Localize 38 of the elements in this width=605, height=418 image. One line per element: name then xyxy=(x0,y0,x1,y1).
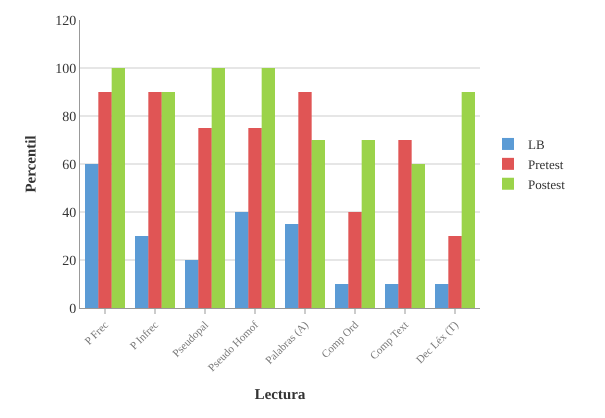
legend-label: LB xyxy=(528,137,545,152)
bar xyxy=(298,92,312,308)
bar xyxy=(335,284,348,308)
bar xyxy=(235,212,248,308)
bar xyxy=(462,92,475,308)
bar xyxy=(448,236,462,308)
bar xyxy=(248,128,262,308)
bar xyxy=(135,236,148,308)
x-tick-label: P Frec xyxy=(82,319,112,348)
y-axis-title: Percentil xyxy=(23,135,40,193)
bar xyxy=(198,128,212,308)
legend-label: Pretest xyxy=(528,156,564,172)
bar xyxy=(262,68,275,308)
bar xyxy=(185,260,198,308)
bar xyxy=(412,164,425,308)
bar xyxy=(385,284,398,308)
bar xyxy=(348,212,362,308)
x-tick-label: Dec Léx (T) xyxy=(414,318,462,366)
bar xyxy=(98,92,112,308)
bar xyxy=(162,92,175,308)
bar xyxy=(148,92,162,308)
bar xyxy=(362,140,375,308)
bar xyxy=(435,284,448,308)
y-tick-label: 120 xyxy=(55,14,76,29)
x-axis-title: Lectura xyxy=(254,387,306,404)
bar xyxy=(112,68,125,308)
bar xyxy=(85,164,98,308)
y-tick-label: 20 xyxy=(62,254,76,269)
y-tick-label: 100 xyxy=(55,62,76,77)
bar xyxy=(212,68,225,308)
legend-label: Postest xyxy=(528,176,566,192)
y-tick-label: 60 xyxy=(62,158,76,173)
y-tick-label: 40 xyxy=(62,206,76,221)
y-tick-label: 0 xyxy=(69,302,76,317)
bar xyxy=(312,140,325,308)
y-tick-label: 80 xyxy=(62,110,76,125)
bar xyxy=(285,224,298,308)
bar xyxy=(398,140,412,308)
